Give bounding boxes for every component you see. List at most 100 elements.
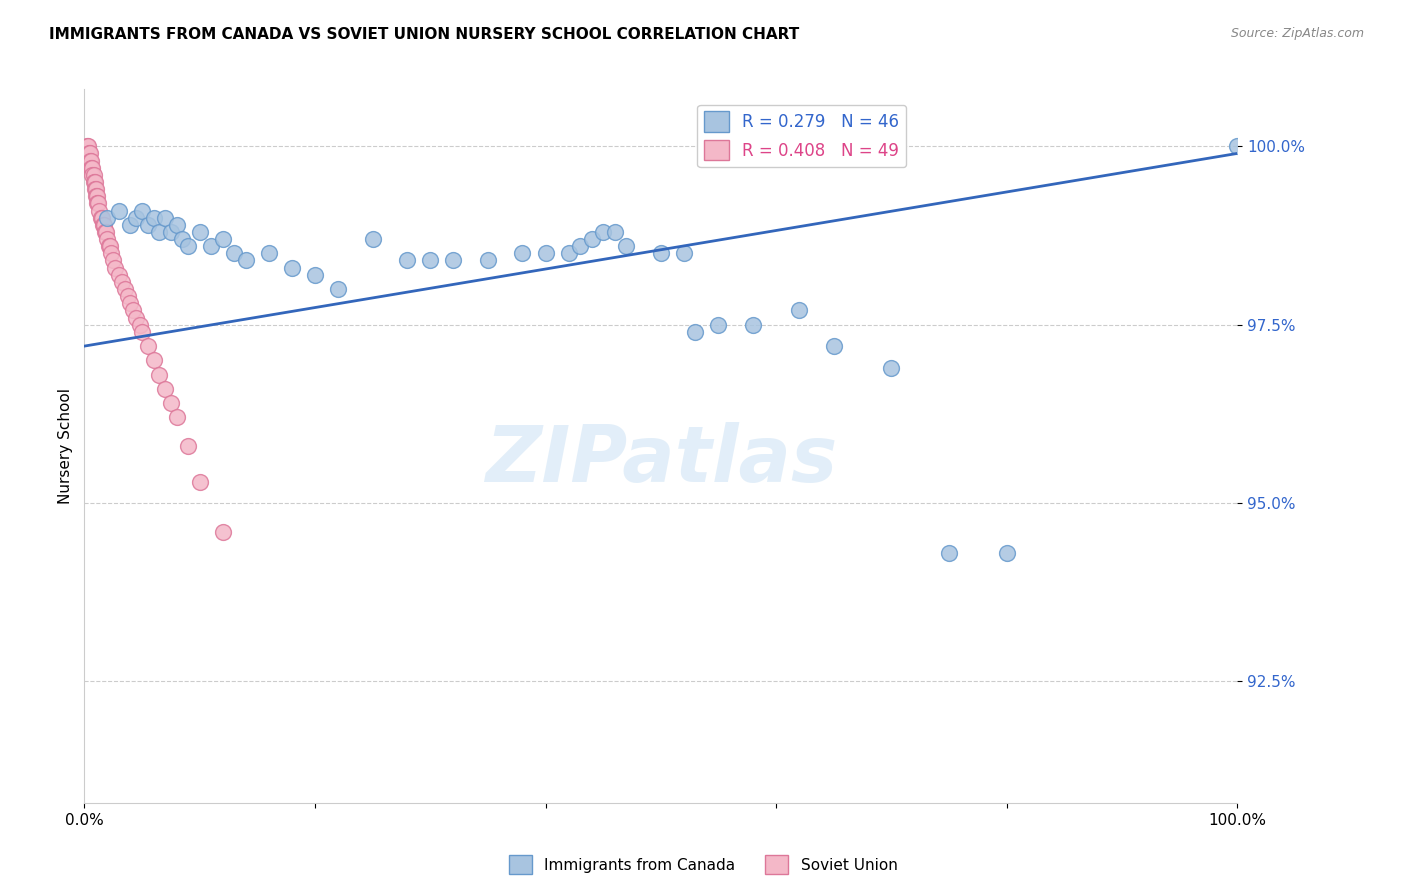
Point	[557, 246, 579, 260]
Point	[120, 218, 142, 232]
Legend: Immigrants from Canada, Soviet Union: Immigrants from Canada, Soviet Union	[502, 849, 904, 880]
Point	[82, 168, 104, 182]
Point	[160, 225, 183, 239]
Text: IMMIGRANTS FROM CANADA VS SOVIET UNION NURSERY SCHOOL CORRELATION CHART: IMMIGRANTS FROM CANADA VS SOVIET UNION N…	[49, 27, 800, 42]
Point	[96, 232, 118, 246]
Point	[77, 146, 100, 161]
Point	[93, 218, 115, 232]
Point	[592, 225, 614, 239]
Point	[89, 203, 111, 218]
Point	[685, 325, 707, 339]
Point	[94, 225, 117, 239]
Text: Source: ZipAtlas.com: Source: ZipAtlas.com	[1230, 27, 1364, 40]
Point	[477, 253, 499, 268]
Point	[614, 239, 637, 253]
Point	[603, 225, 626, 239]
Point	[148, 225, 170, 239]
Point	[211, 524, 233, 539]
Point	[672, 246, 695, 260]
Point	[441, 253, 464, 268]
Point	[148, 368, 170, 382]
Point	[281, 260, 304, 275]
Point	[188, 475, 211, 489]
Point	[211, 232, 233, 246]
Y-axis label: Nursery School: Nursery School	[58, 388, 73, 504]
Point	[742, 318, 765, 332]
Point	[100, 246, 122, 260]
Point	[86, 196, 108, 211]
Point	[177, 439, 200, 453]
Point	[103, 253, 124, 268]
Point	[83, 175, 105, 189]
Point	[79, 146, 101, 161]
Point	[153, 211, 176, 225]
Point	[188, 225, 211, 239]
Point	[104, 260, 127, 275]
Point	[125, 211, 148, 225]
Point	[131, 203, 153, 218]
Point	[125, 310, 148, 325]
Point	[1226, 139, 1249, 153]
Point	[84, 189, 107, 203]
Point	[304, 268, 326, 282]
Point	[569, 239, 592, 253]
Point	[82, 161, 104, 175]
Point	[419, 253, 441, 268]
Point	[96, 211, 118, 225]
Point	[76, 139, 98, 153]
Point	[83, 175, 105, 189]
Point	[177, 239, 200, 253]
Point	[90, 211, 112, 225]
Point	[581, 232, 603, 246]
Point	[707, 318, 730, 332]
Point	[84, 182, 107, 196]
Point	[91, 218, 114, 232]
Point	[235, 253, 257, 268]
Point	[128, 318, 150, 332]
Point	[98, 239, 121, 253]
Legend: R = 0.279   N = 46, R = 0.408   N = 49: R = 0.279 N = 46, R = 0.408 N = 49	[697, 104, 905, 167]
Point	[200, 239, 222, 253]
Point	[787, 303, 810, 318]
Point	[80, 153, 103, 168]
Point	[83, 182, 105, 196]
Point	[224, 246, 246, 260]
Point	[111, 275, 134, 289]
Point	[108, 203, 131, 218]
Point	[131, 325, 153, 339]
Point	[160, 396, 183, 410]
Point	[534, 246, 557, 260]
Point	[80, 161, 103, 175]
Point	[153, 382, 176, 396]
Point	[76, 139, 98, 153]
Point	[136, 339, 159, 353]
Point	[650, 246, 672, 260]
Point	[83, 168, 105, 182]
Point	[166, 410, 188, 425]
Point	[166, 218, 188, 232]
Point	[326, 282, 349, 296]
Text: ZIPatlas: ZIPatlas	[485, 422, 837, 499]
Point	[512, 246, 534, 260]
Point	[880, 360, 903, 375]
Point	[86, 189, 108, 203]
Point	[120, 296, 142, 310]
Point	[995, 546, 1018, 560]
Point	[823, 339, 845, 353]
Point	[938, 546, 960, 560]
Point	[96, 225, 118, 239]
Point	[87, 196, 110, 211]
Point	[257, 246, 280, 260]
Point	[79, 153, 101, 168]
Point	[121, 303, 143, 318]
Point	[114, 282, 136, 296]
Point	[396, 253, 419, 268]
Point	[142, 211, 165, 225]
Point	[361, 232, 384, 246]
Point	[89, 211, 111, 225]
Point	[108, 268, 131, 282]
Point	[172, 232, 194, 246]
Point	[142, 353, 165, 368]
Point	[117, 289, 139, 303]
Point	[97, 239, 120, 253]
